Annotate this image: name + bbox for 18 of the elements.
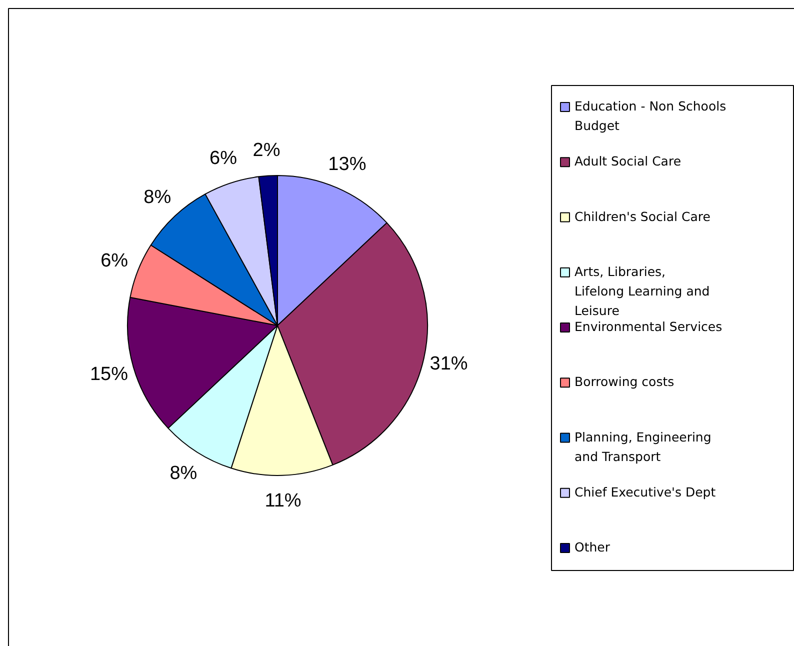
legend-label: Arts, Libraries, Lifelong Learning and Leisure — [574, 264, 710, 318]
legend-label: Planning, Engineering and Transport — [574, 429, 712, 464]
legend-label: Environmental Services — [574, 319, 722, 334]
legend-label: Adult Social Care — [574, 154, 682, 169]
data-label: 11% — [264, 490, 302, 512]
data-label: 6% — [210, 148, 238, 170]
data-label: 6% — [100, 250, 128, 272]
legend-label: Education - Non Schools Budget — [574, 98, 726, 133]
legend-label: Other — [574, 540, 611, 554]
data-label: 8% — [144, 187, 172, 208]
data-label: 31% — [430, 353, 468, 374]
legend-label: Borrowing costs — [574, 374, 674, 390]
data-label: 15% — [90, 364, 128, 385]
legend-label: Chief Executive's Dept — [574, 484, 716, 500]
data-label: 2% — [252, 140, 280, 161]
legend-label: Children's Social Care — [574, 208, 711, 224]
data-label: 13% — [328, 154, 366, 175]
data-label: 8% — [170, 463, 198, 484]
